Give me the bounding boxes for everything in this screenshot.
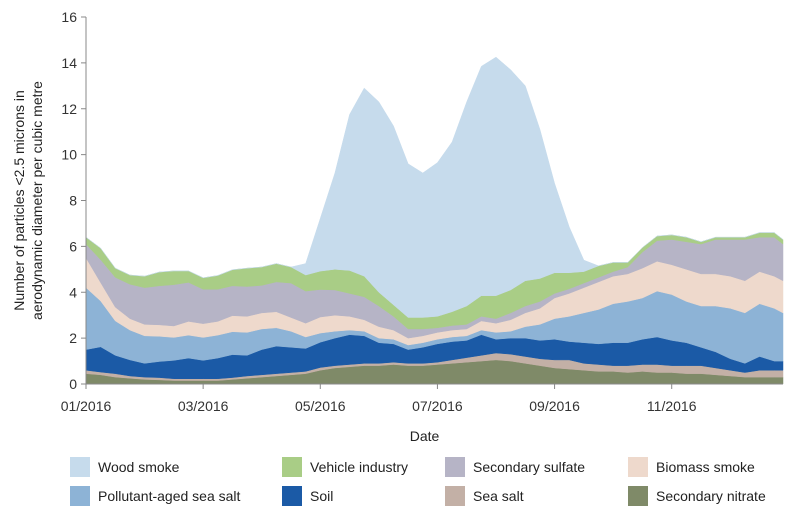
legend-label-vehicle-industry: Vehicle industry xyxy=(310,459,408,475)
legend-label-pollutant-aged-sea-salt: Pollutant-aged sea salt xyxy=(98,488,241,504)
legend-swatch-biomass-smoke xyxy=(628,457,648,477)
legend-label-soil: Soil xyxy=(310,488,333,504)
legend-label-secondary-nitrate: Secondary nitrate xyxy=(656,488,766,504)
y-tick-label: 12 xyxy=(61,101,77,117)
y-tick-label: 4 xyxy=(69,284,77,300)
x-tick-label: 03/2016 xyxy=(178,398,229,414)
legend: Wood smoke Vehicle industry Secondary sulf… xyxy=(70,457,766,506)
y-axis-title: Number of particles <2.5 microns in aero… xyxy=(11,81,45,320)
x-ticks: 01/2016 03/2016 05/2016 07/2016 09/2016 11/20… xyxy=(61,384,697,414)
x-tick-label: 05/2016 xyxy=(295,398,346,414)
x-tick-label: 07/2016 xyxy=(412,398,463,414)
area-series-group xyxy=(85,56,784,385)
y-ticks: 0 2 4 6 8 10 12 14 16 xyxy=(61,9,86,392)
legend-swatch-secondary-sulfate xyxy=(445,457,465,477)
y-tick-label: 16 xyxy=(61,9,77,25)
y-tick-label: 6 xyxy=(69,238,77,254)
legend-swatch-wood-smoke xyxy=(70,457,90,477)
y-tick-label: 8 xyxy=(69,193,77,209)
legend-swatch-soil xyxy=(282,486,302,506)
legend-swatch-pollutant-aged-sea-salt xyxy=(70,486,90,506)
x-tick-label: 01/2016 xyxy=(61,398,112,414)
legend-swatch-sea-salt xyxy=(445,486,465,506)
y-tick-label: 14 xyxy=(61,55,77,71)
x-axis-title: Date xyxy=(410,428,440,444)
y-axis-title-line-2: aerodynamic diameter per cubic metre xyxy=(29,81,45,320)
legend-label-biomass-smoke: Biomass smoke xyxy=(656,459,755,475)
legend-swatch-vehicle-industry xyxy=(282,457,302,477)
legend-label-sea-salt: Sea salt xyxy=(473,488,524,504)
legend-label-wood-smoke: Wood smoke xyxy=(98,459,180,475)
x-tick-label: 09/2016 xyxy=(529,398,580,414)
y-tick-label: 2 xyxy=(69,330,77,346)
y-tick-label: 10 xyxy=(61,147,77,163)
y-tick-label: 0 xyxy=(69,376,77,392)
legend-label-secondary-sulfate: Secondary sulfate xyxy=(473,459,585,475)
legend-swatch-secondary-nitrate xyxy=(628,486,648,506)
x-tick-label: 11/2016 xyxy=(647,398,697,414)
y-axis-title-line-1: Number of particles <2.5 microns in xyxy=(11,90,27,311)
